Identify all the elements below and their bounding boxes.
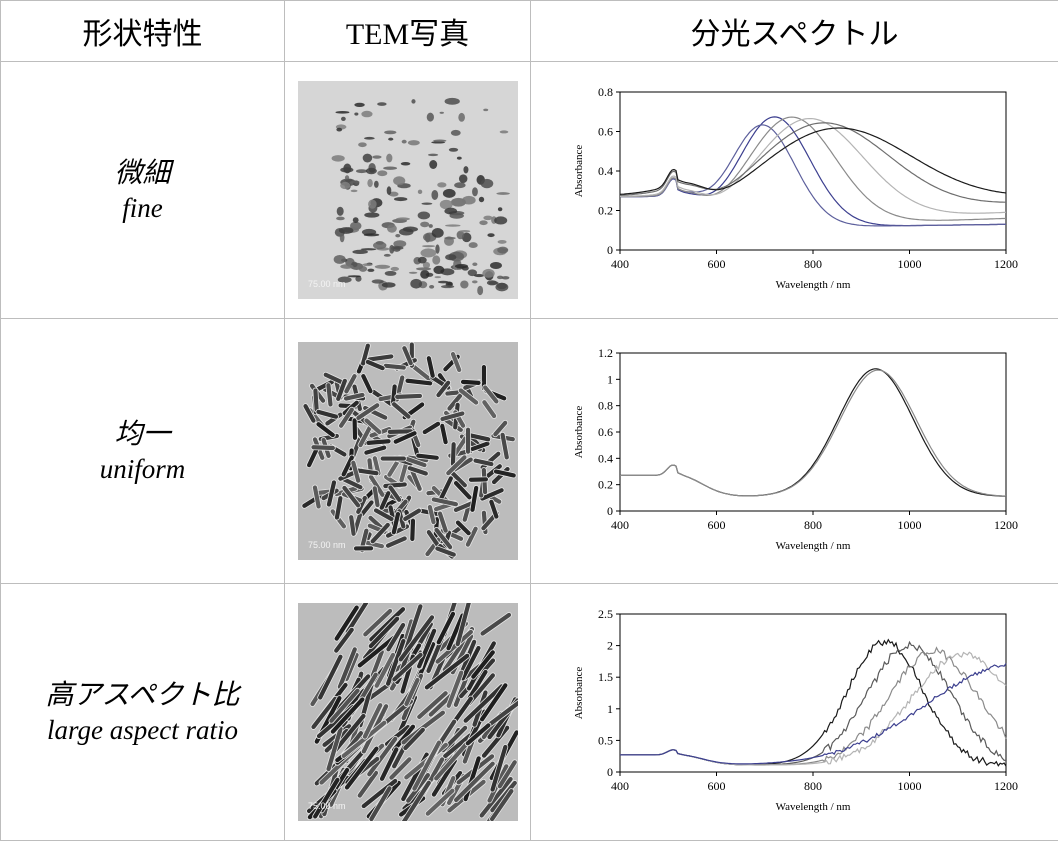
property-en: fine xyxy=(122,193,163,223)
y-tick-label: 2 xyxy=(607,639,613,653)
y-tick-label: 0.6 xyxy=(598,425,613,439)
property-en: large aspect ratio xyxy=(47,715,238,745)
header-spectrum: 分光スペクトル xyxy=(530,0,1058,62)
y-tick-label: 0.2 xyxy=(598,478,613,492)
tem-scale-label: 75.00 nm xyxy=(308,540,346,550)
y-tick-label: 1 xyxy=(607,702,613,716)
y-tick-label: 0 xyxy=(607,243,613,257)
x-tick-label: 400 xyxy=(611,779,629,793)
spectrum-series-line xyxy=(619,651,1006,766)
plot-frame xyxy=(619,91,1006,251)
x-tick-label: 600 xyxy=(707,779,725,793)
y-axis-title: Absorbance xyxy=(573,667,585,720)
tem-cell: 75.00 nm xyxy=(284,318,531,584)
tem-scale-label: 75.00 nm xyxy=(308,801,346,811)
x-tick-label: 600 xyxy=(707,518,725,532)
spectrum-series-line xyxy=(619,368,1006,497)
spectrum-series-line xyxy=(619,663,1006,765)
x-tick-label: 1200 xyxy=(994,518,1018,532)
spectrum-series-line xyxy=(619,118,1006,214)
y-tick-label: 0 xyxy=(607,504,613,518)
tem-cell: 75.00 nm xyxy=(284,61,531,319)
x-tick-label: 1000 xyxy=(897,257,921,271)
y-tick-label: 0.6 xyxy=(598,125,613,139)
y-tick-label: 1.5 xyxy=(598,670,613,684)
y-tick-label: 0.4 xyxy=(598,164,613,178)
property-cell: 高アスペクト比 large aspect ratio xyxy=(0,583,285,841)
property-en: uniform xyxy=(99,454,186,484)
x-tick-label: 600 xyxy=(707,257,725,271)
y-tick-label: 0.2 xyxy=(598,204,613,218)
spectrum-series-line xyxy=(619,124,1006,227)
table-row: 微細 fine 75.00 nm 400 600 800 1000 1200 0 0.2 0.… xyxy=(0,61,1058,319)
table-row: 均一 uniform 75.00 nm 400 600 800 1000 1200 0 0.… xyxy=(0,318,1058,584)
tem-image: 75.00 nm xyxy=(297,81,518,299)
spectrum-cell: 400 600 800 1000 1200 0 0.2 0.4 0.6 0.8 Wavelength… xyxy=(530,61,1058,319)
spectrum-chart: 400 600 800 1000 1200 0 0.2 0.4 0.6 0.8 1 1.2 Wavele… xyxy=(573,346,1018,552)
x-axis-title: Wavelength / nm xyxy=(775,279,850,291)
spectrum-cell: 400 600 800 1000 1200 0 0.5 1 1.5 2 2.5 Wavelength … xyxy=(530,583,1058,841)
property-cell: 均一 uniform xyxy=(0,318,285,584)
property-jp: 微細 xyxy=(114,156,171,189)
plot-frame xyxy=(619,613,1006,773)
tem-image: 75.00 nm xyxy=(297,342,518,560)
x-tick-label: 800 xyxy=(804,257,822,271)
x-axis-title: Wavelength / nm xyxy=(775,801,850,813)
spectrum-series-line xyxy=(619,646,1007,766)
y-tick-label: 1 xyxy=(607,372,613,386)
tem-image: 75.00 nm xyxy=(297,603,518,821)
y-tick-label: 2.5 xyxy=(598,607,613,621)
y-tick-label: 0.8 xyxy=(598,399,613,413)
y-tick-label: 0 xyxy=(607,765,613,779)
header-property: 形状特性 xyxy=(0,0,285,62)
x-tick-label: 1000 xyxy=(897,518,921,532)
spectrum-chart: 400 600 800 1000 1200 0 0.5 1 1.5 2 2.5 Wavelength … xyxy=(573,607,1018,813)
y-tick-label: 0.5 xyxy=(598,733,613,747)
tem-cell: 75.00 nm xyxy=(284,583,531,841)
x-tick-label: 400 xyxy=(611,257,629,271)
y-tick-label: 0.4 xyxy=(598,451,613,465)
table-row: 高アスペクト比 large aspect ratio 75.00 nm 400 6… xyxy=(0,583,1058,841)
y-axis-title: Absorbance xyxy=(573,406,585,459)
y-axis-title: Absorbance xyxy=(573,145,585,198)
spectrum-chart: 400 600 800 1000 1200 0 0.2 0.4 0.6 0.8 Wavelength… xyxy=(573,85,1018,291)
y-tick-label: 1.2 xyxy=(598,346,613,360)
x-tick-label: 800 xyxy=(804,779,822,793)
x-tick-label: 1000 xyxy=(897,779,921,793)
y-tick-label: 0.8 xyxy=(598,85,613,99)
x-tick-label: 800 xyxy=(804,518,822,532)
property-jp: 均一 xyxy=(114,417,171,450)
x-tick-label: 400 xyxy=(611,518,629,532)
spectrum-cell: 400 600 800 1000 1200 0 0.2 0.4 0.6 0.8 1 1.2 Wavele… xyxy=(530,318,1058,584)
plot-frame xyxy=(619,352,1006,512)
property-jp: 高アスペクト比 xyxy=(45,678,240,711)
header-row: 形状特性 TEM写真 分光スペクトル xyxy=(0,0,1058,62)
header-tem: TEM写真 xyxy=(284,0,531,62)
spectrum-series-line xyxy=(619,369,1006,497)
spectrum-series-line xyxy=(619,127,1006,195)
x-tick-label: 1200 xyxy=(994,779,1018,793)
x-tick-label: 1200 xyxy=(994,257,1018,271)
property-cell: 微細 fine xyxy=(0,61,285,319)
spectrum-series-line xyxy=(619,116,1006,221)
spectrum-series-line xyxy=(619,122,1006,203)
x-axis-title: Wavelength / nm xyxy=(775,540,850,552)
tem-scale-label: 75.00 nm xyxy=(308,279,346,289)
